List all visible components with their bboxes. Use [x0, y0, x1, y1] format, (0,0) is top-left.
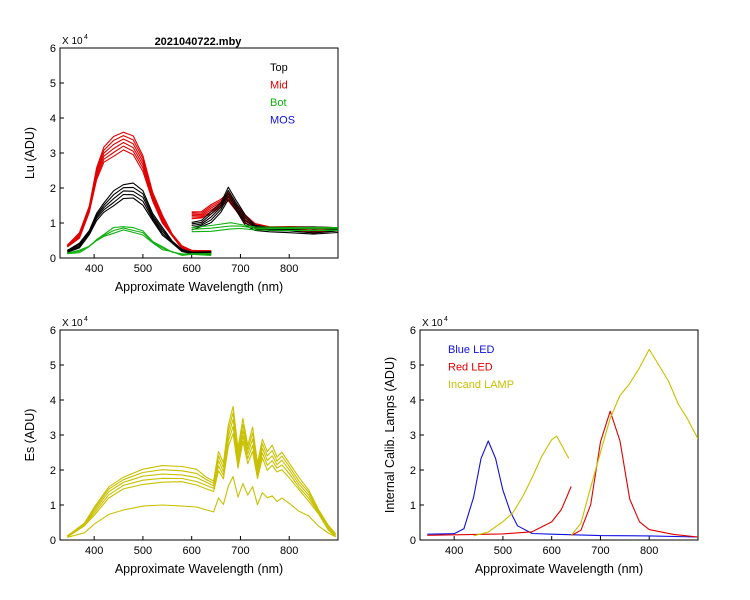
x-tick-label: 600 [183, 545, 201, 557]
y-tick-label: 3 [50, 148, 56, 160]
x-tick-label: 400 [445, 545, 463, 557]
y-axis-label: Es (ADU) [23, 409, 37, 462]
y-exponent: 4 [84, 316, 88, 323]
series-line-top [191, 199, 338, 235]
y-exponent: 4 [84, 34, 88, 41]
y-tick-label: 1 [50, 218, 56, 230]
legend-entry: Mid [270, 80, 288, 92]
series-line-top [67, 190, 212, 254]
legend-entry: Bot [270, 97, 287, 109]
y-tick-label: 0 [50, 253, 56, 265]
figure-title: 2021040722.mby [155, 36, 243, 48]
series-line-es [66, 412, 337, 537]
x-tick-label: 700 [231, 263, 249, 275]
y-tick-label: 4 [50, 395, 56, 407]
legend-entry: MOS [270, 115, 295, 127]
y-multiplier: X 10 [422, 318, 443, 329]
series-line-es [67, 418, 336, 537]
y-tick-label: 0 [50, 535, 56, 547]
series-line-red-led [427, 486, 572, 536]
plot-area [66, 131, 338, 256]
x-axis-label: Approximate Wavelength (nm) [475, 562, 643, 576]
x-tick-label: 600 [543, 545, 561, 557]
y-multiplier: X 10 [62, 36, 83, 47]
y-tick-label: 5 [50, 78, 56, 90]
series-line-top [191, 186, 338, 229]
y-tick-label: 6 [410, 325, 416, 337]
legend-entry: Blue LED [448, 344, 495, 356]
y-tick-label: 4 [50, 113, 56, 125]
x-tick-label: 400 [85, 263, 103, 275]
plot-area [66, 405, 337, 538]
x-tick-label: 600 [183, 263, 201, 275]
series-line-incand-lamp [570, 348, 698, 536]
y-axis-label: Lu (ADU) [23, 127, 37, 179]
series-line-bot [191, 225, 338, 230]
series-line-mid [191, 195, 338, 231]
x-tick-label: 500 [134, 263, 152, 275]
y-axis-label: Internal Calib. Lamps (ADU) [383, 357, 397, 513]
series-line-top [191, 195, 338, 234]
legend-entry: Red LED [448, 362, 493, 374]
x-tick-label: 400 [85, 545, 103, 557]
x-axis-label: Approximate Wavelength (nm) [115, 562, 283, 576]
series-line-top [67, 186, 212, 253]
y-tick-label: 6 [50, 325, 56, 337]
y-tick-label: 5 [50, 360, 56, 372]
series-line-top [67, 182, 212, 253]
y-tick-label: 2 [50, 183, 56, 195]
series-line-incand-lamp [473, 435, 570, 537]
series-line-bot [67, 229, 212, 256]
x-tick-label: 500 [134, 545, 152, 557]
series-line-blue-led [427, 440, 698, 538]
series-line-top [191, 192, 338, 232]
series-line-es [66, 405, 337, 537]
series-line-mid [66, 149, 212, 254]
series-line-red-led [570, 410, 698, 538]
x-axis-label: Approximate Wavelength (nm) [115, 280, 283, 294]
series-line-bot [191, 222, 338, 229]
x-tick-label: 700 [231, 545, 249, 557]
legend-entry: Incand LAMP [448, 379, 514, 391]
series-line-top [67, 197, 212, 256]
series-line-es [66, 433, 336, 538]
y-tick-label: 3 [410, 430, 416, 442]
y-tick-label: 3 [50, 430, 56, 442]
y-multiplier: X 10 [62, 318, 83, 329]
series-line-bot [191, 227, 338, 233]
x-tick-label: 800 [280, 545, 298, 557]
y-tick-label: 0 [410, 535, 416, 547]
x-tick-label: 700 [591, 545, 609, 557]
x-tick-label: 800 [640, 545, 658, 557]
y-exponent: 4 [444, 316, 448, 323]
series-line-es [67, 425, 336, 537]
y-tick-label: 2 [50, 465, 56, 477]
x-tick-label: 800 [280, 263, 298, 275]
legend-entry: Top [270, 62, 288, 74]
y-tick-label: 4 [410, 395, 416, 407]
series-line-es [67, 475, 336, 538]
y-tick-label: 1 [410, 500, 416, 512]
plot-area [427, 348, 698, 538]
series-line-top [67, 193, 212, 255]
y-tick-label: 5 [410, 360, 416, 372]
y-tick-label: 2 [410, 465, 416, 477]
y-tick-label: 6 [50, 43, 56, 55]
x-tick-label: 500 [494, 545, 512, 557]
y-tick-label: 1 [50, 500, 56, 512]
